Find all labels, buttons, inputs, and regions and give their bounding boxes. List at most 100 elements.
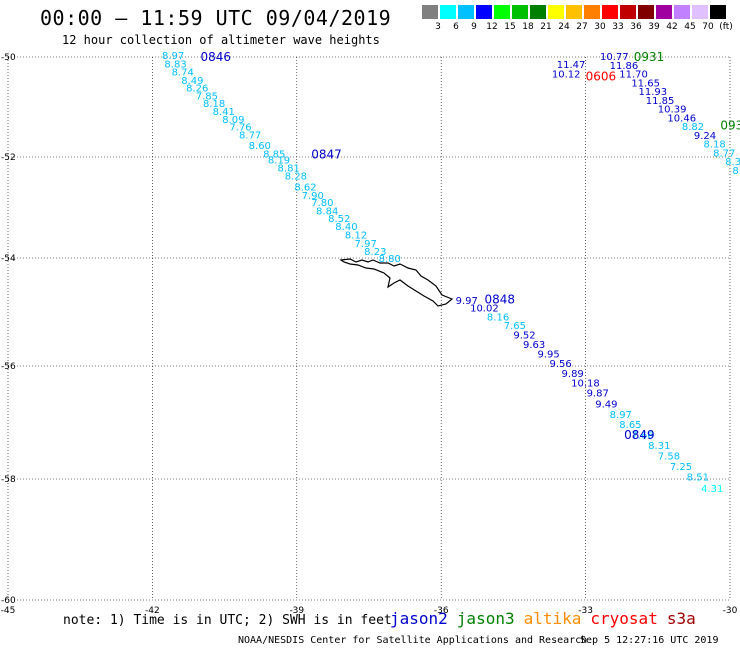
wave-height-value: 11.65 bbox=[631, 79, 660, 90]
legend-jason2: jason2 bbox=[390, 609, 448, 628]
wave-height-value: 10.02 bbox=[470, 304, 499, 315]
wave-height-value: 11.85 bbox=[646, 96, 675, 107]
wave-height-value: 8.41 bbox=[213, 107, 235, 118]
legend-altika: altika bbox=[523, 609, 582, 628]
wave-height-value: 9.89 bbox=[562, 369, 584, 380]
wave-height-value: 8.60 bbox=[249, 141, 271, 152]
legend-cryosat: cryosat bbox=[590, 609, 658, 628]
colorbar-cell bbox=[692, 5, 708, 19]
colorbar-label: 36 bbox=[630, 22, 642, 32]
latitude-tick-label: -52 bbox=[1, 153, 16, 163]
wave-height-value: 8.82 bbox=[682, 122, 704, 133]
colorbar-cell bbox=[656, 5, 672, 19]
pass-time-label: 0849 bbox=[624, 428, 655, 442]
wave-height-value: 8.77 bbox=[713, 149, 735, 160]
wave-height-value: 8.18 bbox=[704, 140, 726, 151]
wave-height-value: 8.52 bbox=[328, 214, 350, 225]
colorbar-cell bbox=[710, 5, 726, 19]
colorbar-label: 3 bbox=[435, 22, 441, 32]
longitude-tick-label: -36 bbox=[434, 606, 449, 616]
wave-height-value: 9.95 bbox=[537, 350, 559, 361]
wave-height-value: 8.80 bbox=[379, 254, 401, 265]
wave-height-value: 9.97 bbox=[456, 296, 478, 307]
colorbar-label: 45 bbox=[684, 22, 696, 32]
wave-height-value: 8.74 bbox=[172, 68, 194, 79]
wave-height-value: 8.09 bbox=[222, 115, 244, 126]
legend-s3a: s3a bbox=[666, 609, 696, 628]
latitude-tick-label: -60 bbox=[1, 596, 16, 606]
longitude-tick-label: -39 bbox=[289, 606, 304, 616]
wave-height-value: 8.81 bbox=[278, 164, 300, 175]
wave-height-value: 11.93 bbox=[639, 87, 668, 98]
colorbar-cell bbox=[548, 5, 564, 19]
map-grid bbox=[7, 56, 731, 601]
pass-time-label: 0847 bbox=[311, 148, 342, 162]
colorbar-label: 39 bbox=[648, 22, 660, 32]
colorbar-label: 15 bbox=[504, 22, 516, 32]
colorbar-cell bbox=[566, 5, 582, 19]
colorbar-label: 18 bbox=[522, 22, 534, 32]
colorbar-label: 30 bbox=[594, 22, 606, 32]
wave-height-value: 8.65 bbox=[619, 420, 641, 431]
wave-height-value: 9.52 bbox=[513, 331, 535, 342]
wave-height-value: 10.46 bbox=[667, 114, 696, 125]
note-text: note: 1) Time is in UTC; 2) SWH is in fe… bbox=[63, 613, 392, 628]
colorbar-cell bbox=[620, 5, 636, 19]
colorbar-cell bbox=[476, 5, 492, 19]
wave-height-value: 8.18 bbox=[203, 99, 225, 110]
colorbar-cell bbox=[422, 5, 438, 19]
colorbar-cell bbox=[494, 5, 510, 19]
wave-height-value: 7.85 bbox=[196, 92, 218, 103]
pass-time-label: 0606 bbox=[586, 70, 617, 84]
colorbar-cell bbox=[638, 5, 654, 19]
colorbar-cell bbox=[458, 5, 474, 19]
colorbar-label: 9 bbox=[471, 22, 477, 32]
pass-time-label: 0846 bbox=[201, 50, 232, 64]
colorbar-cell bbox=[440, 5, 456, 19]
wave-height-value: 9.87 bbox=[587, 389, 609, 400]
colorbar-cell bbox=[674, 5, 690, 19]
latitude-tick-label: -58 bbox=[1, 475, 16, 485]
wave-height-value: 8.62 bbox=[294, 182, 316, 193]
south-georgia-island bbox=[339, 258, 454, 307]
wave-height-value: 7.66 bbox=[631, 430, 653, 441]
wave-height-value: 8.26 bbox=[186, 84, 208, 95]
wave-height-value: 8.77 bbox=[239, 131, 261, 142]
wave-height-value: 10.77 bbox=[600, 52, 629, 63]
wave-height-value: 9.63 bbox=[523, 340, 545, 351]
pass-time-label: 0932 bbox=[720, 119, 740, 133]
wave-height-value: 7.80 bbox=[311, 198, 333, 209]
credit-date: Sep 5 12:27:16 UTC 2019 bbox=[580, 635, 719, 646]
wave-height-value: 11.86 bbox=[610, 61, 639, 72]
legend-jason3: jason3 bbox=[456, 609, 515, 628]
wave-height-value: 7.90 bbox=[302, 191, 324, 202]
wave-height-value: 9.24 bbox=[694, 131, 716, 142]
wave-height-value: 10.18 bbox=[571, 378, 600, 389]
wave-height-value: 8.51 bbox=[687, 473, 709, 484]
map-subtitle: 12 hour collection of altimeter wave hei… bbox=[62, 33, 380, 47]
wave-height-value: 8.30 bbox=[725, 157, 740, 168]
longitude-tick-label: -33 bbox=[578, 606, 593, 616]
longitude-tick-label: -42 bbox=[145, 606, 160, 616]
wave-height-value: 8.97 bbox=[610, 410, 632, 421]
pass-time-label: 0848 bbox=[485, 293, 516, 307]
satellite-legend: jason2 jason3 altika cryosat s3a bbox=[390, 609, 705, 628]
wave-height-value: 8.49 bbox=[181, 76, 203, 87]
colorbar-label: 6 bbox=[453, 22, 459, 32]
wave-height-value: 4.31 bbox=[701, 484, 723, 495]
colorbar-label: 21 bbox=[540, 22, 552, 32]
wave-height-value: 7.25 bbox=[670, 462, 692, 473]
colorbar-label: 24 bbox=[558, 22, 570, 32]
longitude-tick-label: -45 bbox=[1, 606, 16, 616]
colorbar-label: (ft) bbox=[719, 22, 733, 32]
wave-height-value: 8.12 bbox=[345, 230, 367, 241]
wave-height-value: 9.56 bbox=[550, 359, 572, 370]
axis-ticks: -45 -42 -39 -36 -33 -30 -50 -52 -54 -56 -58 -60 bbox=[1, 53, 738, 616]
wave-height-value: 7.97 bbox=[355, 239, 377, 250]
colorbar-cell bbox=[530, 5, 546, 19]
latitude-tick-label: -54 bbox=[1, 254, 16, 264]
wave-height-value: 7.76 bbox=[229, 123, 251, 134]
wave-height-value: 8.28 bbox=[285, 172, 307, 183]
latitude-tick-label: -50 bbox=[1, 53, 16, 63]
